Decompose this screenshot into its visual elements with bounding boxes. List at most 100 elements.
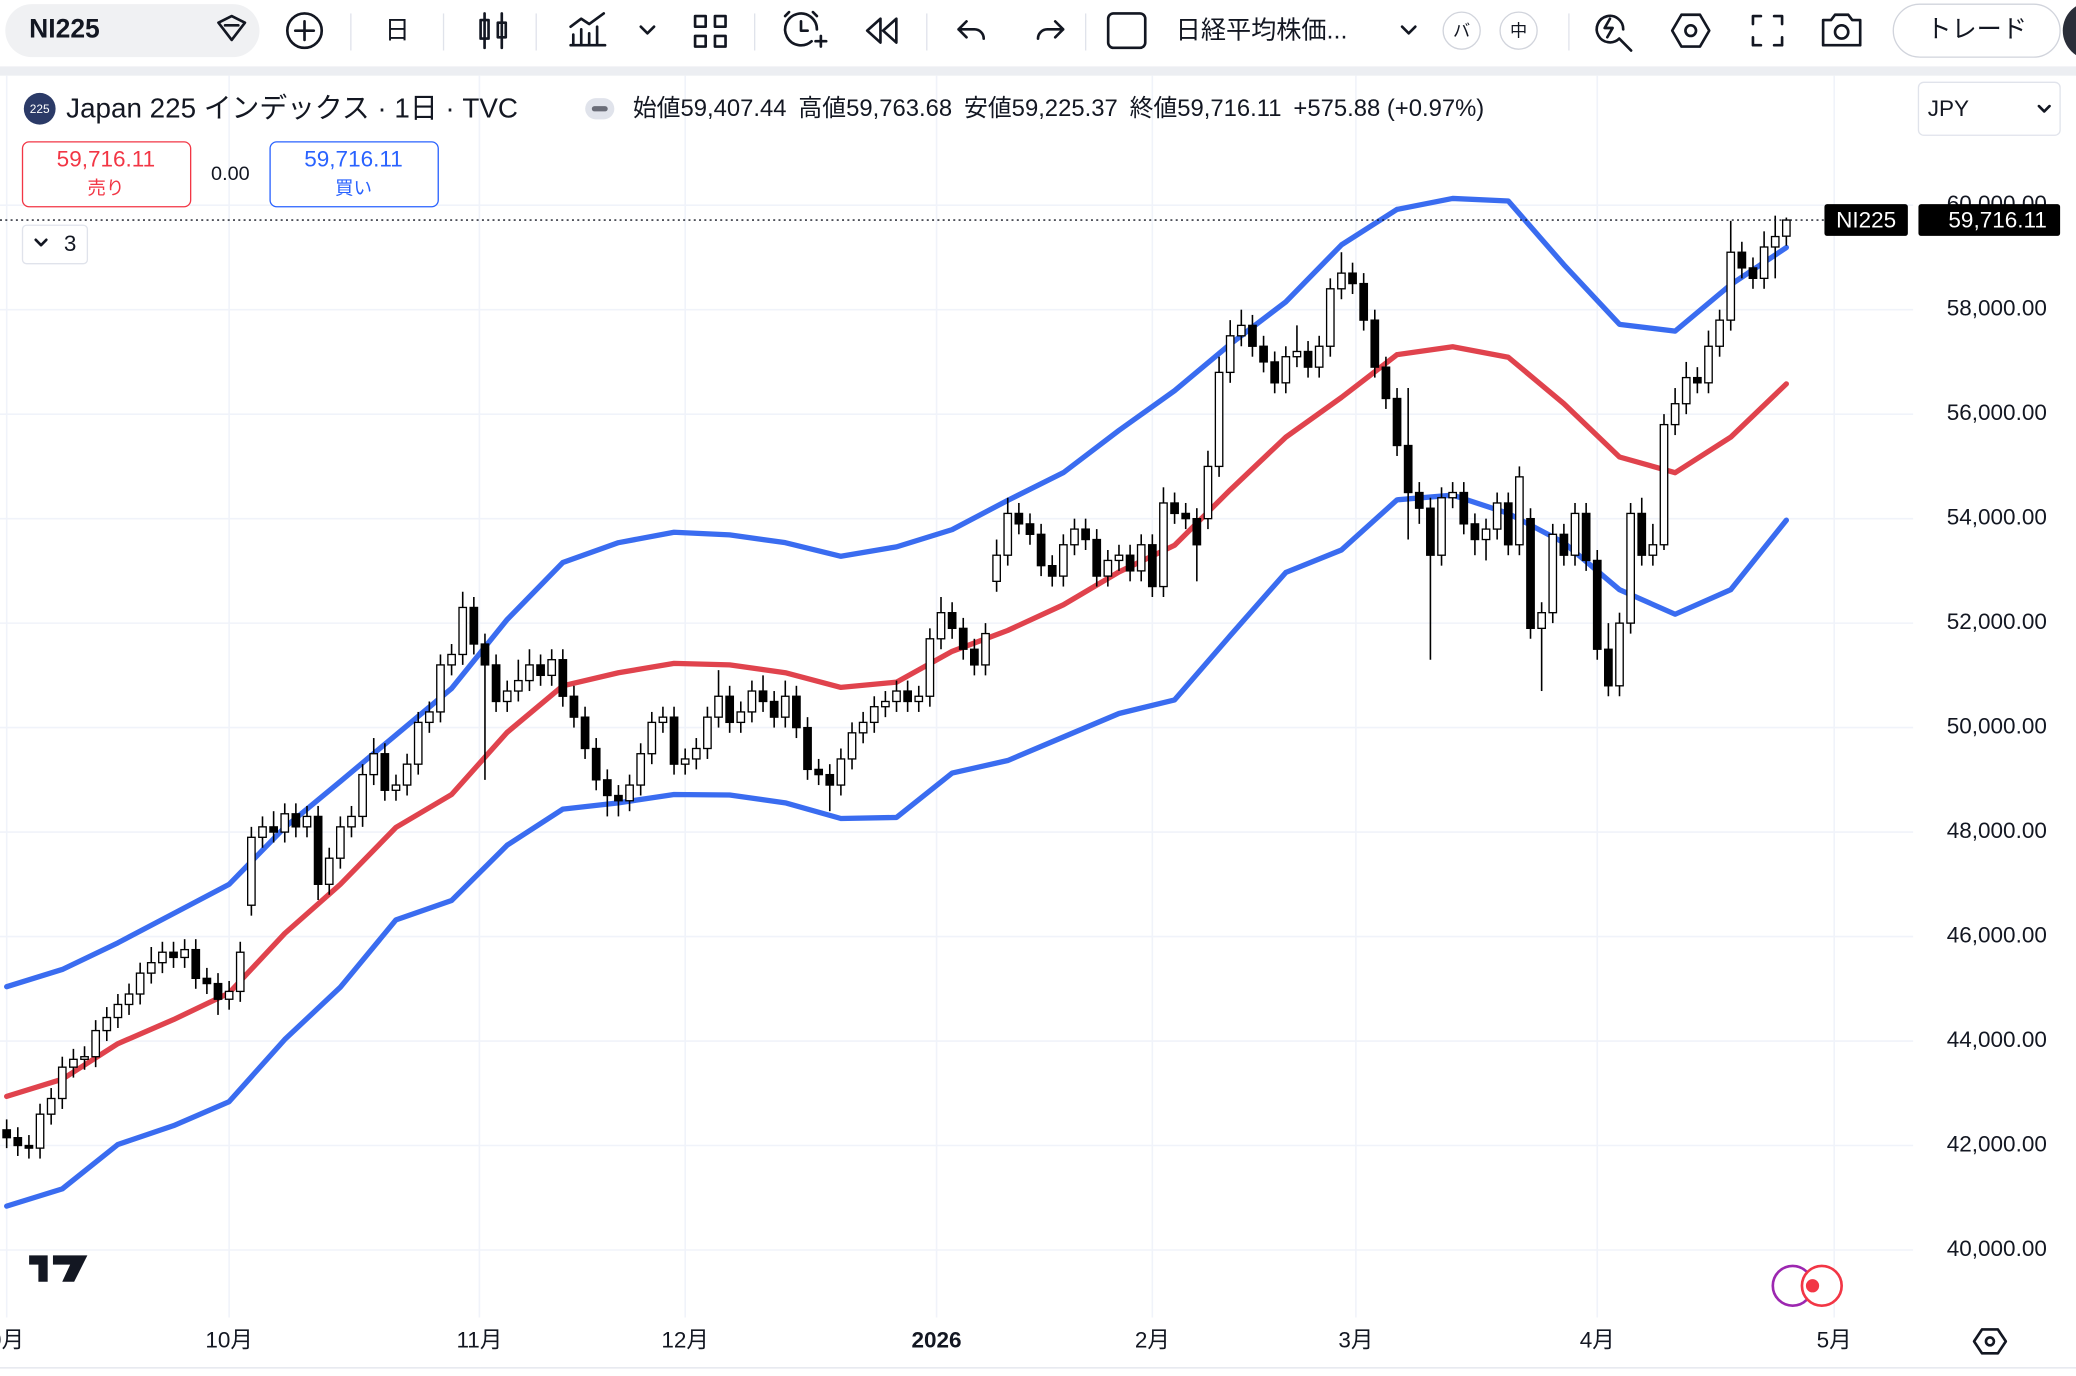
candle-body — [714, 695, 723, 718]
status-pill-dot — [591, 106, 608, 112]
candle-body — [825, 773, 835, 786]
candle-body — [313, 815, 323, 885]
indicators-toggle[interactable] — [21, 224, 89, 265]
badge-text: バ — [1453, 21, 1470, 41]
candle-body — [1270, 361, 1280, 384]
candle-body — [1570, 512, 1580, 556]
candle-body — [158, 951, 167, 964]
toolbar-divider — [0, 66, 2076, 76]
candle-body — [347, 815, 356, 828]
candle-body — [1692, 376, 1702, 384]
badge-circle[interactable] — [1442, 11, 1481, 50]
candle-body — [1659, 423, 1669, 546]
candle-body — [669, 716, 679, 765]
buy-button[interactable] — [269, 141, 439, 208]
layout-icon[interactable] — [693, 14, 727, 48]
candle-body — [947, 612, 957, 630]
y-tick-label: 42,000.00 — [1947, 1131, 2047, 1156]
x-tick-label: 5月 — [1817, 1327, 1852, 1352]
candle-body — [1592, 559, 1602, 650]
candle-body — [1537, 612, 1547, 630]
candle-body — [35, 1113, 45, 1149]
currency-select[interactable] — [1917, 81, 2061, 136]
candle-body — [1781, 219, 1791, 237]
screenshot-icon[interactable] — [1821, 13, 1862, 47]
interval-button[interactable]: 日 — [385, 17, 410, 45]
candle-body — [814, 768, 824, 776]
candle-body — [1136, 544, 1146, 572]
dropdown-icon[interactable] — [639, 25, 656, 35]
buy-price: 59,716.11 — [304, 146, 402, 171]
ohlc-label: 終値 — [1130, 95, 1178, 122]
avatar[interactable] — [2062, 2, 2076, 60]
candle-body — [1147, 544, 1157, 588]
candle-body — [1670, 403, 1680, 426]
chart-type-icon[interactable] — [479, 12, 508, 50]
candle-body — [513, 679, 523, 692]
alert-icon[interactable] — [783, 10, 828, 48]
candle-body — [1170, 502, 1179, 515]
y-tick-label: 48,000.00 — [1947, 818, 2047, 843]
candle-body — [1648, 544, 1658, 556]
event-icon[interactable] — [1800, 1264, 1843, 1307]
candle-body — [1448, 491, 1458, 499]
symbol-icon[interactable] — [217, 14, 247, 42]
candle-body — [680, 758, 690, 765]
currency-dropdown — [2037, 104, 2051, 113]
candle-body — [1559, 533, 1569, 556]
ohlc-value: 59,407.44 — [681, 95, 787, 122]
candle-body — [1281, 356, 1291, 384]
candle-body — [914, 695, 924, 703]
candle-body — [1047, 564, 1057, 577]
indicators-icon[interactable] — [569, 12, 607, 47]
candle-body — [1125, 554, 1135, 572]
candle-body — [291, 813, 301, 828]
candle-body — [1025, 523, 1035, 535]
toolbar: NI225 日 日経平均株価... バ 中 トレード — [5, 2, 2076, 60]
candle-body — [569, 695, 579, 718]
compare-checkbox[interactable] — [1106, 12, 1147, 50]
compare-name[interactable]: 日経平均株価... — [1176, 17, 1348, 45]
add-icon[interactable] — [285, 12, 324, 50]
undo-icon[interactable] — [957, 20, 986, 40]
axis-settings-icon[interactable] — [1972, 1328, 2008, 1355]
candle-body — [1114, 554, 1124, 562]
spread: 0.00 — [211, 163, 250, 185]
candle-body — [191, 948, 201, 980]
sell-button[interactable] — [21, 141, 192, 208]
candle-body — [436, 664, 445, 713]
candle-body — [1359, 282, 1369, 321]
candle-body — [1459, 491, 1469, 525]
screenshot-icon-lens — [1833, 24, 1850, 40]
candle-body — [769, 700, 779, 718]
x-tick-label: 10月 — [205, 1327, 253, 1352]
symbol-price-tag-label: NI225 — [1836, 207, 1896, 232]
symbol-search[interactable] — [5, 4, 260, 58]
candle-body — [1759, 246, 1769, 280]
candle-body — [1492, 502, 1502, 530]
replay-icon[interactable] — [865, 17, 898, 44]
candle-body — [1704, 345, 1713, 384]
settings-icon[interactable] — [1670, 13, 1711, 48]
legend: 225 Japan 225 インデックス · 1日 · TVC 始値59,407… — [21, 92, 1484, 265]
trade-button[interactable] — [1892, 3, 2061, 58]
candle-body — [1414, 491, 1424, 509]
candle-body — [102, 1016, 112, 1032]
quick-search-icon[interactable] — [1595, 14, 1633, 52]
candle-body — [146, 962, 156, 974]
x-tick-label: 12月 — [661, 1327, 709, 1352]
candle-body — [1604, 648, 1613, 687]
candle-body — [369, 753, 379, 776]
candle-body — [625, 784, 634, 802]
redo-icon[interactable] — [1036, 20, 1065, 40]
badge-circle[interactable] — [1499, 11, 1538, 50]
candle-body — [780, 695, 790, 718]
candle-body — [1325, 288, 1335, 347]
compare-dropdown[interactable] — [1400, 25, 1417, 35]
fullscreen-icon[interactable] — [1751, 14, 1784, 47]
candle-body — [1503, 502, 1513, 546]
candle-body — [1181, 512, 1191, 520]
candle-body — [1203, 465, 1213, 520]
ohlc-value: 59,763.68 — [846, 95, 952, 122]
